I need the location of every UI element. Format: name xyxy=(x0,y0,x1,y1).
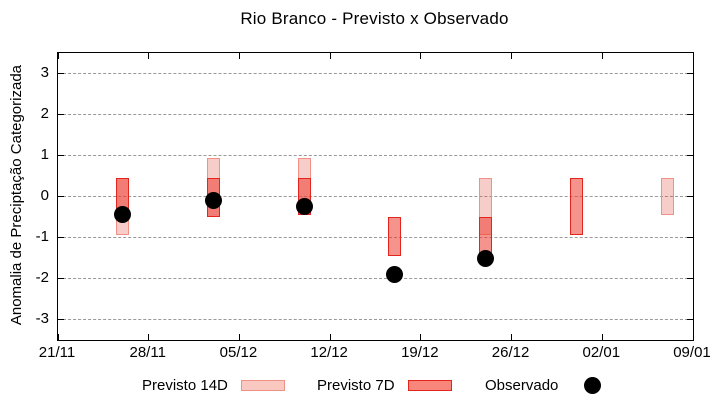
x-tick-label: 09/01 xyxy=(673,344,711,361)
y-tick-label: -3 xyxy=(35,309,49,327)
tick-mark xyxy=(58,73,64,74)
gridline xyxy=(58,319,693,320)
tick-mark xyxy=(58,278,64,279)
x-tick-label: 02/01 xyxy=(582,344,621,361)
tick-mark xyxy=(238,334,240,340)
observado-point xyxy=(386,265,404,283)
tick-mark xyxy=(601,334,603,340)
x-tick-label: 28/11 xyxy=(129,344,166,361)
tick-mark xyxy=(148,53,150,59)
tick-mark xyxy=(58,114,64,115)
legend-dot-observado-icon xyxy=(584,377,601,394)
observado-point xyxy=(205,192,222,210)
plot-area xyxy=(57,52,694,341)
observado-point xyxy=(114,206,132,224)
x-tick-label: 19/12 xyxy=(401,344,439,361)
observado-point xyxy=(295,198,313,216)
tick-mark xyxy=(511,334,513,340)
tick-mark xyxy=(692,334,694,340)
chart-title: Rio Branco - Previsto x Observado xyxy=(240,9,509,28)
tick-mark xyxy=(511,53,513,59)
previsto-7d-bar xyxy=(569,178,583,236)
tick-mark xyxy=(601,53,603,59)
tick-mark xyxy=(148,334,150,340)
gridline xyxy=(58,155,693,156)
tick-mark xyxy=(687,196,693,197)
tick-mark xyxy=(58,155,64,156)
y-tick-label: -1 xyxy=(35,227,49,245)
legend-label-previsto-7d: Previsto 7D xyxy=(317,377,395,394)
x-tick-label: 21/11 xyxy=(38,344,76,361)
legend-swatch-previsto-14d-icon xyxy=(241,380,285,391)
gridline xyxy=(58,278,693,279)
previsto-7d-bar xyxy=(479,217,493,254)
gridline xyxy=(58,73,693,74)
tick-mark xyxy=(687,278,693,279)
observado-point xyxy=(477,249,495,267)
x-tick-label: 05/12 xyxy=(219,344,258,361)
tick-mark xyxy=(420,53,422,59)
tick-mark xyxy=(687,319,693,320)
tick-mark xyxy=(329,334,331,340)
tick-mark xyxy=(57,53,59,59)
x-tick-label: 12/12 xyxy=(310,344,348,361)
tick-mark xyxy=(238,53,240,59)
tick-mark xyxy=(58,237,64,238)
previsto-7d-bar xyxy=(388,217,402,256)
tick-mark xyxy=(420,334,422,340)
legend-label-observado: Observado xyxy=(485,377,559,394)
gridline xyxy=(58,114,693,115)
legend-swatch-previsto-7d-icon xyxy=(408,380,452,391)
tick-mark xyxy=(687,114,693,115)
tick-mark xyxy=(687,73,693,74)
y-tick-label: -2 xyxy=(35,268,49,286)
y-tick-label: 1 xyxy=(40,145,49,163)
previsto-14d-bar xyxy=(660,178,674,215)
tick-mark xyxy=(329,53,331,59)
tick-mark xyxy=(57,334,59,340)
y-tick-label: 0 xyxy=(40,186,49,204)
tick-mark xyxy=(692,53,694,59)
tick-mark xyxy=(58,196,64,197)
gridline xyxy=(58,237,693,238)
y-tick-label: 2 xyxy=(40,104,49,122)
tick-mark xyxy=(58,319,64,320)
tick-mark xyxy=(687,237,693,238)
legend-label-previsto-14d: Previsto 14D xyxy=(142,377,228,394)
y-tick-label: 3 xyxy=(40,63,49,81)
gridline xyxy=(58,196,693,197)
x-tick-label: 26/12 xyxy=(491,344,530,361)
tick-mark xyxy=(687,155,693,156)
